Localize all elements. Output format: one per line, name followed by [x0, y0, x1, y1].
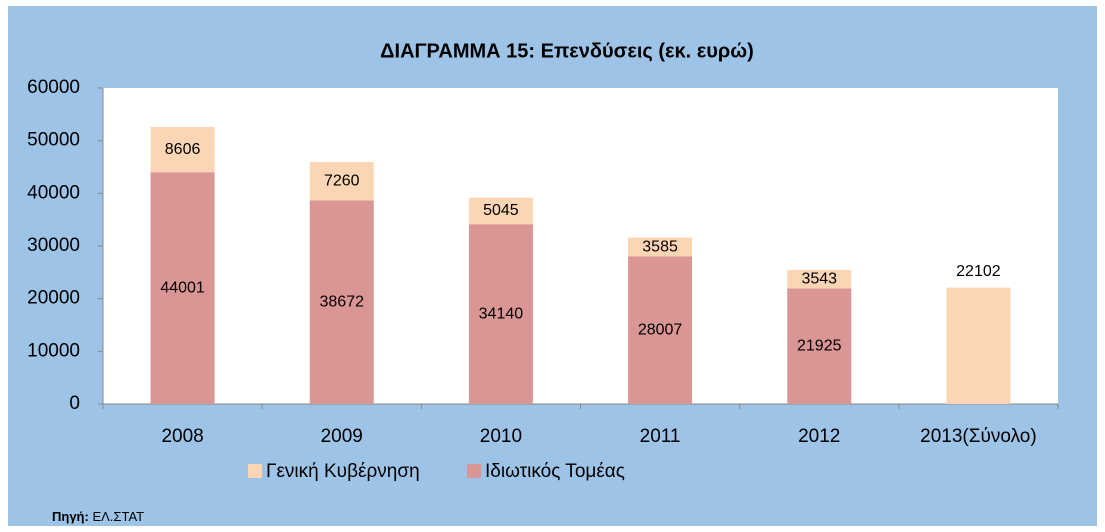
x-tick-label: 2013(Σύνολο)	[920, 426, 1037, 447]
y-tick-label: 30000	[27, 235, 80, 256]
data-label: 8606	[165, 141, 201, 158]
legend-swatch	[248, 464, 262, 478]
y-tick-label: 0	[69, 393, 80, 414]
source-label: Πηγή:	[52, 509, 89, 524]
bar-segment	[946, 287, 1011, 404]
y-tick-label: 10000	[27, 340, 80, 361]
data-label: 38672	[320, 293, 365, 310]
bar-segment	[309, 162, 374, 201]
bar-segment	[150, 172, 215, 404]
bar-segment	[150, 126, 215, 173]
data-label: 22102	[956, 263, 1001, 280]
bar-segment	[468, 224, 533, 404]
bar-segment	[628, 256, 693, 404]
data-label: 21925	[797, 337, 842, 354]
y-tick-label: 60000	[27, 77, 80, 98]
y-tick-label: 50000	[27, 130, 80, 151]
bar-segment	[468, 197, 533, 225]
x-tick-label: 2010	[480, 426, 522, 447]
data-label: 34140	[479, 305, 524, 322]
legend-label: Γενική Κυβέρνηση	[266, 461, 420, 482]
bar-segment	[787, 269, 852, 289]
source-text: ΕΛ.ΣΤΑΤ	[92, 509, 144, 524]
x-tick-label: 2009	[321, 426, 363, 447]
legend-swatch	[467, 464, 481, 478]
y-tick-label: 20000	[27, 288, 80, 309]
x-tick-label: 2008	[161, 426, 203, 447]
data-label: 44001	[160, 279, 205, 296]
data-label: 5045	[483, 202, 519, 219]
data-label: 3585	[642, 238, 678, 255]
source: Πηγή: ΕΛ.ΣΤΑΤ	[52, 509, 144, 524]
bar-segment	[628, 237, 693, 257]
plot-area	[103, 88, 1058, 404]
data-label: 28007	[638, 321, 683, 338]
data-label: 3543	[801, 270, 837, 287]
legend-label: Ιδιωτικός Τομέας	[485, 461, 625, 482]
bar-segment	[787, 288, 852, 404]
bar-segment	[309, 200, 374, 404]
x-tick-label: 2011	[640, 426, 681, 447]
chart-title: ΔΙΑΓΡΑΜΜΑ 15: Επενδύσεις (εκ. ευρώ)	[380, 40, 754, 62]
data-label: 7260	[324, 172, 360, 189]
x-tick-label: 2012	[798, 426, 840, 447]
y-tick-label: 40000	[27, 182, 80, 203]
